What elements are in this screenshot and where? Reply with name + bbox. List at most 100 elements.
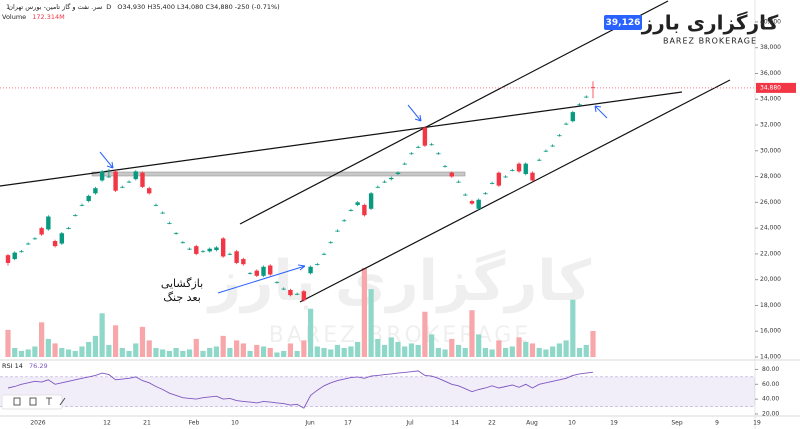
candle-body (93, 188, 98, 194)
tool-icon[interactable] (59, 397, 66, 406)
volume-bar (18, 350, 25, 357)
tool-icon[interactable] (13, 397, 21, 406)
candle-body (247, 273, 253, 275)
volume-bar (5, 329, 11, 357)
volume-bar (415, 344, 421, 357)
y-tick-label: 20,000 (760, 276, 781, 283)
candle-body (584, 96, 589, 98)
volume-bar (476, 334, 482, 357)
x-tick-label: 22 (488, 420, 496, 427)
volume-last: 172.314M (32, 13, 65, 21)
volume-bar (166, 350, 172, 357)
volume-bar (153, 347, 159, 357)
candle-body (86, 195, 91, 202)
volume-bar (25, 349, 31, 357)
candle-body (543, 150, 549, 152)
candle-body (355, 202, 360, 205)
candle-body (294, 293, 300, 295)
candle-body (442, 166, 448, 168)
volume-bar (536, 347, 542, 357)
candle-body (537, 159, 542, 161)
volume-bar (307, 308, 314, 357)
volume-bar (234, 340, 240, 357)
rsi-line (7, 370, 594, 409)
toolbar-bg (1, 394, 63, 410)
candle-body (422, 127, 428, 146)
candle-body (469, 201, 475, 204)
y-tick-label: 34,000 (760, 96, 781, 103)
x-tick-label: 17 (344, 420, 352, 427)
candle-body (39, 228, 44, 235)
arrow (217, 264, 306, 294)
rsi-tick-label: 40.00 (762, 396, 779, 403)
volume-bar (213, 346, 220, 357)
candle-body (167, 222, 172, 224)
volume-bar (173, 347, 179, 357)
volume-bar (381, 344, 388, 357)
support-zone (91, 171, 466, 177)
volume-bar (287, 343, 294, 357)
candle-body (46, 216, 51, 230)
volume-bar (186, 349, 193, 357)
arrow (594, 105, 608, 119)
volume-bar (395, 341, 401, 357)
volume-bar (449, 338, 455, 357)
volume-bar (442, 349, 448, 357)
candle-body (503, 176, 508, 178)
candle-body (187, 248, 192, 250)
y-tick-label: 30,000 (760, 147, 781, 154)
candle-body (301, 291, 307, 301)
volume-bar (402, 346, 408, 357)
candle-body (173, 233, 179, 235)
volume-bar (361, 268, 367, 357)
candle-body (483, 193, 488, 195)
tool-icon[interactable] (46, 397, 52, 405)
volume-bar (133, 343, 139, 357)
candle-body (99, 171, 105, 181)
last-price-label: 34,880 (760, 84, 781, 91)
volume-bar (267, 347, 273, 357)
volume-bar (39, 322, 45, 357)
volume-bar (523, 341, 529, 357)
volume-bar (529, 343, 536, 357)
volume-bar (368, 289, 374, 357)
volume-bar (355, 341, 361, 357)
candle-body (429, 144, 434, 146)
candle-body (52, 241, 58, 247)
volume-bar (341, 347, 347, 357)
candle-body (140, 172, 145, 187)
candle-body (496, 172, 502, 186)
tool-icon[interactable] (29, 397, 37, 406)
candle-body (32, 238, 38, 240)
candle-body (274, 282, 280, 284)
x-tick-label: Feb (189, 420, 200, 427)
x-tick-label: 9 (715, 420, 719, 427)
volume-pane (5, 268, 596, 357)
candle-body (12, 252, 17, 260)
candle-body (335, 230, 340, 232)
rsi-pane: 80.00 60.00 40.00 20.00 (0, 366, 779, 418)
volume-bar (79, 346, 85, 357)
candle-body (315, 264, 320, 266)
volume-bar (489, 349, 495, 357)
candle-body (342, 220, 347, 222)
candle-body (590, 87, 596, 89)
candle-body (194, 246, 199, 254)
y-tick-label: 24,000 (760, 225, 781, 232)
note: بازگشایی (161, 277, 203, 290)
x-tick-label: 19 (753, 420, 761, 427)
volume-bar (260, 346, 267, 357)
x-tick-label: Aug (526, 420, 538, 427)
volume-bar (429, 334, 435, 357)
volume-bar (274, 352, 280, 357)
y-tick-label: 40,000 (760, 18, 781, 25)
volume-bar (462, 347, 468, 357)
candle-body (395, 172, 401, 174)
volume-bar (408, 343, 415, 357)
volume-bar (227, 347, 233, 357)
volume-bar (563, 340, 569, 357)
candle-body (348, 210, 354, 211)
volume-bar (570, 299, 576, 357)
arrow (407, 104, 422, 122)
